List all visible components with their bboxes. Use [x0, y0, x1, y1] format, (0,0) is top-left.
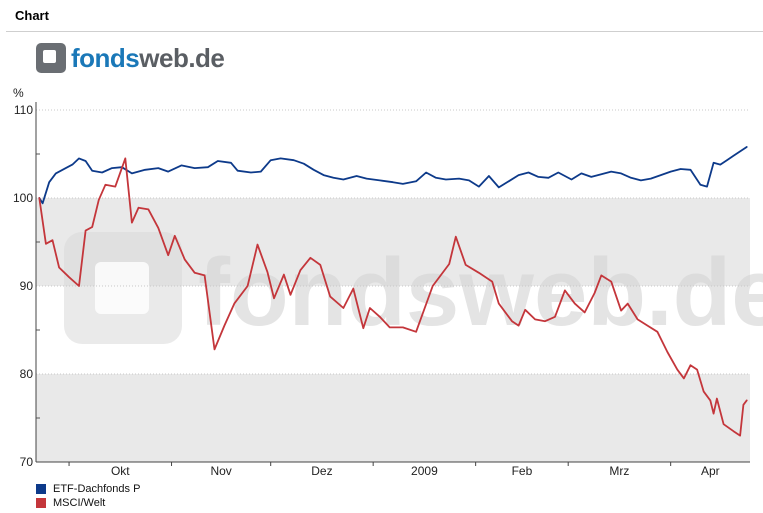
y-tick-label-110: 110: [14, 103, 33, 117]
logo-text: fondsweb.de: [71, 43, 225, 73]
legend-item-etf: ETF-Dachfonds P: [36, 482, 140, 496]
fondsweb-logo[interactable]: fondsweb.de: [36, 42, 225, 74]
series-line-0: [38, 146, 748, 205]
legend-swatch-etf: [36, 484, 46, 494]
chart-watermark: fondsweb.de: [64, 232, 763, 346]
y-tick-label-90: 90: [20, 279, 34, 293]
y-tick-label-80: 80: [20, 367, 34, 381]
chart-band-0: [36, 374, 750, 462]
x-tick-label-Mrz: Mrz: [609, 464, 629, 478]
x-tick-label-Apr: Apr: [701, 464, 720, 478]
legend-item-msci: MSCI/Welt: [36, 496, 140, 510]
series-line-1: [38, 157, 748, 437]
chart-legend: ETF-Dachfonds P MSCI/Welt: [36, 482, 140, 510]
y-axis-unit: %: [13, 86, 24, 100]
x-tick-label-2009: 2009: [411, 464, 438, 478]
title-divider: [6, 31, 763, 32]
y-tick-label-70: 70: [20, 455, 34, 469]
x-tick-label-Feb: Feb: [512, 464, 533, 478]
watermark-mark-inner: [95, 262, 149, 314]
panel-title: Chart: [15, 8, 49, 23]
x-tick-label-Okt: Okt: [111, 464, 130, 478]
logo-mark-icon: [36, 43, 66, 73]
legend-label-msci: MSCI/Welt: [53, 497, 106, 509]
y-tick-label-100: 100: [13, 191, 33, 205]
watermark-text: fondsweb.de: [198, 239, 763, 346]
logo-text-part-b: web.de: [139, 43, 225, 73]
legend-label-etf: ETF-Dachfonds P: [53, 483, 141, 495]
legend-swatch-msci: [36, 498, 46, 508]
x-tick-label-Nov: Nov: [210, 464, 231, 478]
x-tick-label-Dez: Dez: [311, 464, 332, 478]
logo-text-part-a: fonds: [71, 43, 140, 73]
